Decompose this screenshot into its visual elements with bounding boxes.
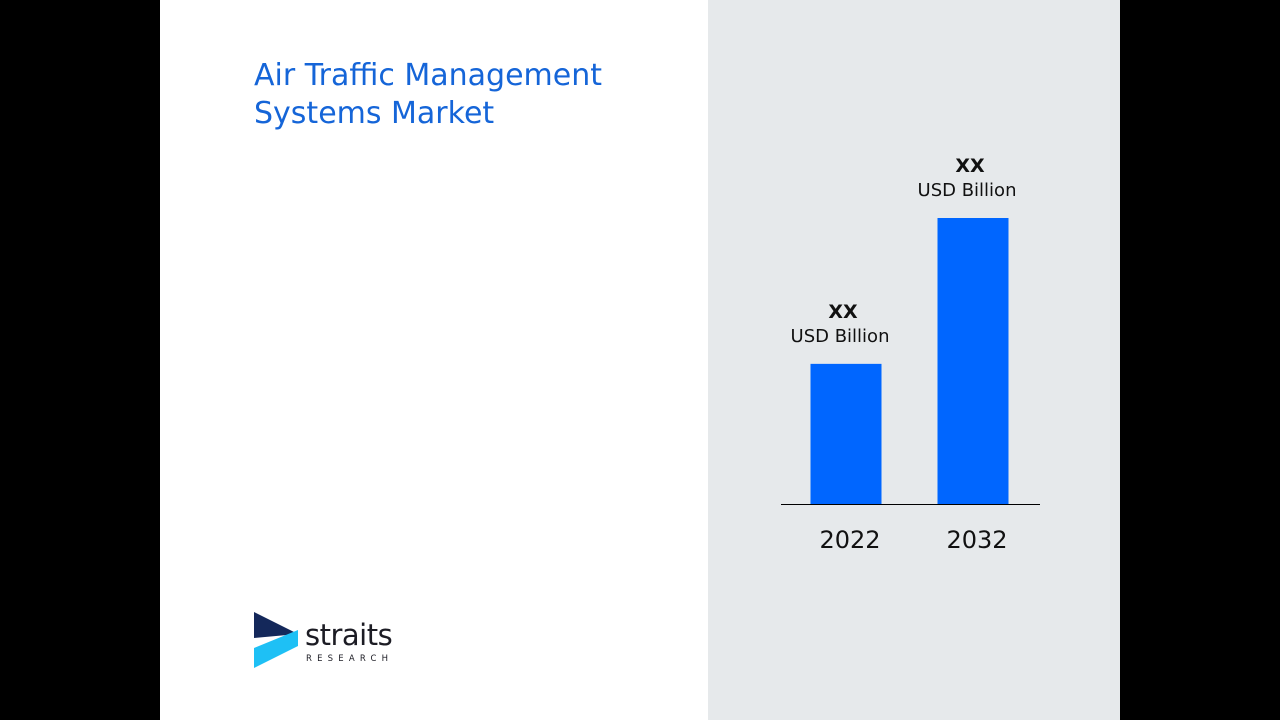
straits-research-logo: straits RESEARCH xyxy=(254,612,404,670)
x-tick-label: 2032 xyxy=(946,526,1007,554)
bar-2032 xyxy=(937,218,1009,504)
chart-panel: XX USD Billion 2022 XX USD Billion 2032 xyxy=(708,0,1120,720)
bar-2022 xyxy=(810,363,882,504)
logo-text: straits xyxy=(305,618,393,652)
data-label-value: XX xyxy=(828,301,858,323)
bar-chart: XX USD Billion 2022 XX USD Billion 2032 xyxy=(781,155,1040,554)
logo-mark-icon xyxy=(254,612,298,668)
data-label-unit: USD Billion xyxy=(791,326,890,347)
left-panel: Air Traffic Management Systems Market st… xyxy=(160,0,708,720)
page-title: Air Traffic Management Systems Market xyxy=(254,58,603,131)
data-label-unit: USD Billion xyxy=(918,180,1017,201)
data-label-value: XX xyxy=(955,155,985,177)
x-tick-label: 2022 xyxy=(819,526,880,554)
logo-subtext: RESEARCH xyxy=(306,654,394,664)
